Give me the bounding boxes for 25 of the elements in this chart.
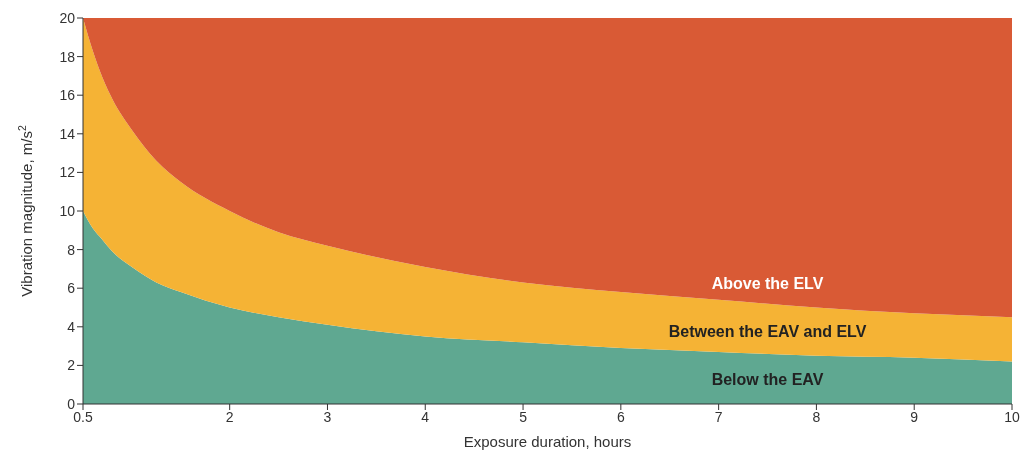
y-tick-label: 14	[59, 125, 76, 142]
x-tick-label: 0.5	[73, 408, 93, 425]
y-tick-label: 0	[67, 395, 76, 412]
y-tick-label: 10	[59, 202, 76, 219]
y-tick-label: 18	[59, 48, 76, 65]
series-label: Between the EAV and ELV	[668, 322, 867, 340]
x-tick-label: 10	[1004, 408, 1020, 425]
y-tick-label: 6	[67, 280, 76, 297]
x-tick-label: 4	[421, 408, 430, 425]
x-tick-label: 7	[714, 408, 723, 425]
y-tick-label: 16	[59, 87, 76, 104]
y-tick-label: 2	[67, 357, 76, 374]
x-tick-label: 6	[616, 408, 625, 425]
y-tick-label: 4	[67, 318, 76, 335]
x-tick-label: 8	[812, 408, 821, 425]
series-label: Above the ELV	[711, 274, 824, 292]
y-tick-label: 20	[59, 9, 76, 26]
series-label: Below the EAV	[711, 371, 824, 389]
y-tick-label: 12	[59, 164, 76, 181]
x-tick-label: 5	[519, 408, 528, 425]
y-tick-label: 8	[67, 241, 76, 258]
x-tick-label: 9	[910, 408, 919, 425]
x-axis-title: Exposure duration, hours	[463, 433, 632, 450]
x-tick-label: 2	[225, 408, 234, 425]
x-tick-label: 3	[323, 408, 332, 425]
